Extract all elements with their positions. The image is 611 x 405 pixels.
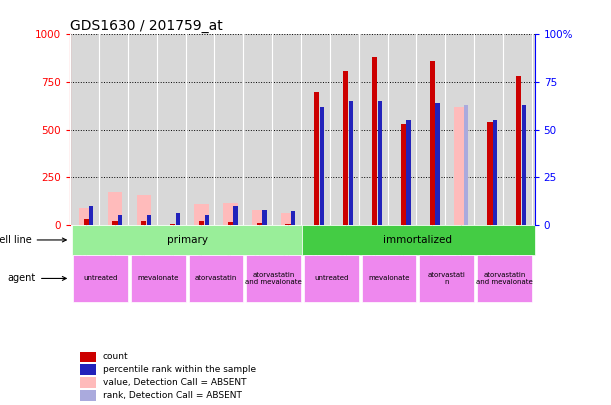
Text: GDS1630 / 201759_at: GDS1630 / 201759_at — [70, 19, 223, 33]
Bar — [73, 255, 128, 302]
Bar — [262, 209, 266, 225]
Text: mevalonate: mevalonate — [137, 275, 179, 281]
Bar — [401, 124, 406, 225]
Bar — [362, 255, 416, 302]
Bar — [522, 105, 526, 225]
Bar — [516, 76, 521, 225]
Bar — [89, 206, 93, 225]
Bar — [246, 255, 301, 302]
Bar — [281, 213, 295, 225]
Bar — [349, 101, 353, 225]
Bar — [84, 219, 89, 225]
Bar — [233, 206, 238, 225]
Bar — [304, 255, 359, 302]
Text: untreated: untreated — [314, 275, 348, 281]
Bar — [108, 192, 122, 225]
Text: agent: agent — [8, 273, 66, 283]
Bar — [79, 390, 96, 401]
Bar — [189, 255, 243, 302]
Bar — [343, 70, 348, 225]
Bar — [430, 61, 435, 225]
Bar — [302, 225, 535, 255]
Text: count: count — [103, 352, 128, 361]
Bar — [147, 215, 151, 225]
Text: untreated: untreated — [83, 275, 118, 281]
Bar — [314, 92, 320, 225]
Bar — [493, 120, 497, 225]
Bar — [477, 255, 532, 302]
Bar — [141, 221, 147, 225]
Text: atorvastati
n: atorvastati n — [428, 272, 466, 285]
Bar — [79, 208, 93, 225]
Bar — [406, 120, 411, 225]
Bar — [488, 122, 492, 225]
Bar — [320, 107, 324, 225]
Text: immortalized: immortalized — [383, 235, 452, 245]
Bar — [454, 107, 468, 225]
Bar — [378, 101, 382, 225]
Text: atorvastatin
and mevalonate: atorvastatin and mevalonate — [476, 272, 533, 285]
Bar — [79, 352, 96, 362]
Bar — [194, 204, 209, 225]
Bar — [372, 57, 377, 225]
Bar — [223, 203, 238, 225]
Text: rank, Detection Call = ABSENT: rank, Detection Call = ABSENT — [103, 391, 241, 400]
Bar — [112, 221, 117, 225]
Bar — [176, 215, 180, 225]
Bar — [131, 255, 186, 302]
Bar — [79, 364, 96, 375]
Text: value, Detection Call = ABSENT: value, Detection Call = ABSENT — [103, 378, 246, 387]
Bar — [228, 222, 233, 225]
Bar — [291, 211, 295, 225]
Text: primary: primary — [167, 235, 208, 245]
Text: cell line: cell line — [0, 235, 66, 245]
Bar — [199, 221, 204, 225]
Text: percentile rank within the sample: percentile rank within the sample — [103, 365, 256, 374]
Bar — [79, 377, 96, 388]
Bar — [257, 223, 262, 225]
Bar — [205, 215, 209, 225]
Bar — [89, 206, 93, 225]
Bar — [118, 215, 122, 225]
Bar — [435, 103, 439, 225]
Bar — [137, 195, 151, 225]
Bar — [176, 213, 180, 225]
Text: atorvastatin: atorvastatin — [195, 275, 237, 281]
Bar — [419, 255, 474, 302]
Bar — [285, 224, 291, 225]
Bar — [170, 224, 175, 225]
Bar — [71, 225, 302, 255]
Bar — [464, 105, 469, 225]
Text: atorvastatin
and mevalonate: atorvastatin and mevalonate — [245, 272, 302, 285]
Text: mevalonate: mevalonate — [368, 275, 409, 281]
Bar — [252, 209, 266, 225]
